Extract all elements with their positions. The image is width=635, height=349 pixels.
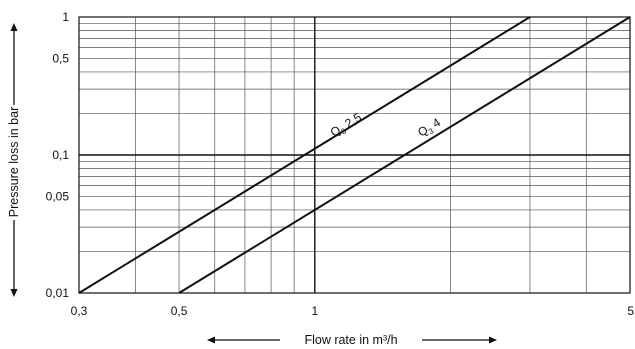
y-tick-label: 1 [62, 10, 69, 24]
plot-frame [78, 16, 631, 294]
series-label-subscript: 3 [427, 126, 436, 136]
y-axis-title-group: Pressure loss in bar [7, 23, 21, 297]
x-tick-label: 0,5 [171, 304, 188, 318]
series-label-1: Q3 2,5 [328, 110, 365, 141]
y-axis-up-arrowhead [10, 23, 18, 31]
x-tick-label: 0,3 [71, 304, 88, 318]
x-axis-right-arrowhead [489, 336, 497, 344]
series-line-2 [178, 16, 631, 294]
x-tick-labels: 0,3 0,5 1 5 [71, 304, 635, 318]
x-tick-label: 1 [311, 304, 318, 318]
y-axis-title: Pressure loss in bar [7, 107, 21, 217]
series-label-2: Q3 4 [415, 115, 444, 141]
y-tick-label: 0,01 [46, 286, 70, 300]
x-axis-title: Flow rate in m³/h [304, 333, 397, 347]
y-tick-label: 0,05 [46, 190, 70, 204]
plot-border [78, 16, 631, 294]
grid [79, 17, 630, 293]
series-line-1 [78, 16, 531, 294]
y-tick-labels: 0,01 0,05 0,1 0,5 1 [46, 10, 70, 300]
y-tick-label: 0,1 [52, 148, 69, 162]
y-tick-label: 0,5 [52, 52, 69, 66]
series-label-subscript: 3 [339, 126, 348, 136]
x-tick-label: 5 [627, 304, 634, 318]
y-axis-down-arrowhead [10, 289, 18, 297]
x-axis-title-group: Flow rate in m³/h [207, 333, 497, 347]
x-axis-left-arrowhead [207, 336, 215, 344]
